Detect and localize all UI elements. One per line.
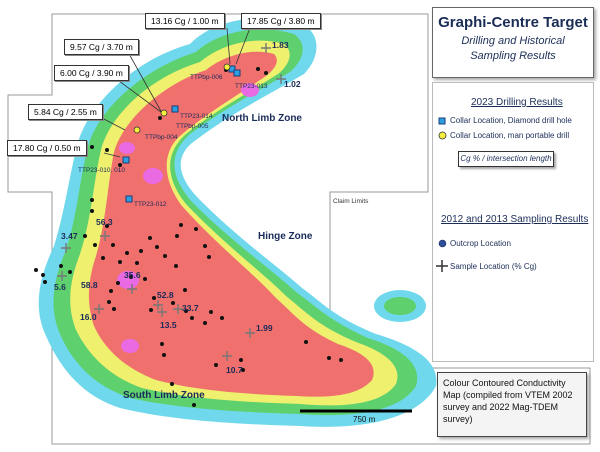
legend-panel: 2023 Drilling Results Collar Location, D… <box>432 82 594 362</box>
sample-value: 1.02 <box>284 79 301 89</box>
intersection-callout: 17.80 Cg / 0.50 m <box>7 140 87 156</box>
hole-label: TTP23-012 <box>134 201 167 208</box>
sample-value: 10.7 <box>226 365 243 375</box>
diamond-legend-label: Collar Location, Diamond drill hole <box>450 116 572 125</box>
conductivity-note: Colour Contoured Conductivity Map (compi… <box>443 378 573 424</box>
outcrop-legend-icon <box>438 239 447 248</box>
title-panel: Graphi-Centre Target Drilling and Histor… <box>432 7 594 78</box>
zone-label-south: South Limb Zone <box>123 390 205 401</box>
claim-limits-outline <box>7 13 591 445</box>
cg-note: Cg % / intersection length <box>460 154 552 163</box>
sample-value: 56.3 <box>96 217 113 227</box>
hole-label: TTP23-014 <box>180 113 213 120</box>
portable-legend-icon <box>438 131 447 140</box>
callout-leaders <box>99 27 251 158</box>
portable-drill-collars <box>133 63 231 134</box>
hole-label: TTPbp-006 <box>190 74 223 81</box>
outcrop-legend-label: Outcrop Location <box>450 239 511 248</box>
sample-value: 33.7 <box>182 303 199 313</box>
subtitle-line-2: Sampling Results <box>470 50 556 62</box>
sample-value: 35.6 <box>124 270 141 280</box>
intersection-callout: 9.57 Cg / 3.70 m <box>64 39 139 55</box>
sample-value: 1.99 <box>256 323 273 333</box>
map-subtitle: Drilling and Historical Sampling Results <box>433 34 593 64</box>
map-title: Graphi-Centre Target <box>438 14 588 31</box>
conductivity-note-panel: Colour Contoured Conductivity Map (compi… <box>437 372 587 437</box>
sample-value: 5.6 <box>54 282 66 292</box>
subtitle-line-1: Drilling and Historical <box>461 35 565 47</box>
conductivity-satellite-anomaly <box>384 297 416 315</box>
zone-label-north: North Limb Zone <box>222 113 302 124</box>
hole-label: TTP23-013 <box>235 83 268 90</box>
intersection-callout: 17.85 Cg / 3.80 m <box>241 13 321 29</box>
cross-legend-label: Sample Location (% Cg) <box>450 262 537 271</box>
hole-label: TTPbp-005 <box>176 123 209 130</box>
legend-2012-title: 2012 and 2013 Sampling Results <box>441 214 589 225</box>
zone-label-hinge: Hinge Zone <box>258 231 313 242</box>
conductivity-magenta-high <box>117 271 139 289</box>
sample-value: 1.83 <box>272 40 289 50</box>
diamond-legend-icon <box>438 117 446 125</box>
sample-crosses <box>57 43 286 361</box>
conductivity-magenta-high <box>121 339 139 353</box>
sample-value: 13.5 <box>160 320 177 330</box>
intersection-callout: 13.16 Cg / 1.00 m <box>145 13 225 29</box>
scale-label: 750 m <box>353 415 376 424</box>
sample-value: 16.0 <box>80 312 97 322</box>
cg-note-box: Cg % / intersection length <box>458 151 554 167</box>
diamond-drill-collars <box>122 65 241 203</box>
intersection-callout: 6.00 Cg / 3.90 m <box>54 65 129 81</box>
sample-value: 3.47 <box>61 231 78 241</box>
legend-2023-title: 2023 Drilling Results <box>471 97 563 108</box>
intersection-callout: 5.84 Cg / 2.55 m <box>28 104 103 120</box>
conductivity-magenta-high <box>119 142 135 154</box>
portable-legend-label: Collar Location, man portable drill <box>450 131 570 140</box>
claim-limits-label: Claim Limits <box>333 198 369 205</box>
hole-label: TTP23-010, 010 <box>78 167 125 174</box>
conductivity-red-zone <box>88 51 374 397</box>
hole-label: TTPbp-004 <box>145 134 178 141</box>
cross-legend-icon <box>436 260 448 272</box>
sample-value: 58.8 <box>81 280 98 290</box>
sample-value: 52.8 <box>157 290 174 300</box>
sample-dots <box>34 67 343 407</box>
conductivity-magenta-high <box>143 168 163 184</box>
conductivity-magenta-high <box>241 83 259 97</box>
